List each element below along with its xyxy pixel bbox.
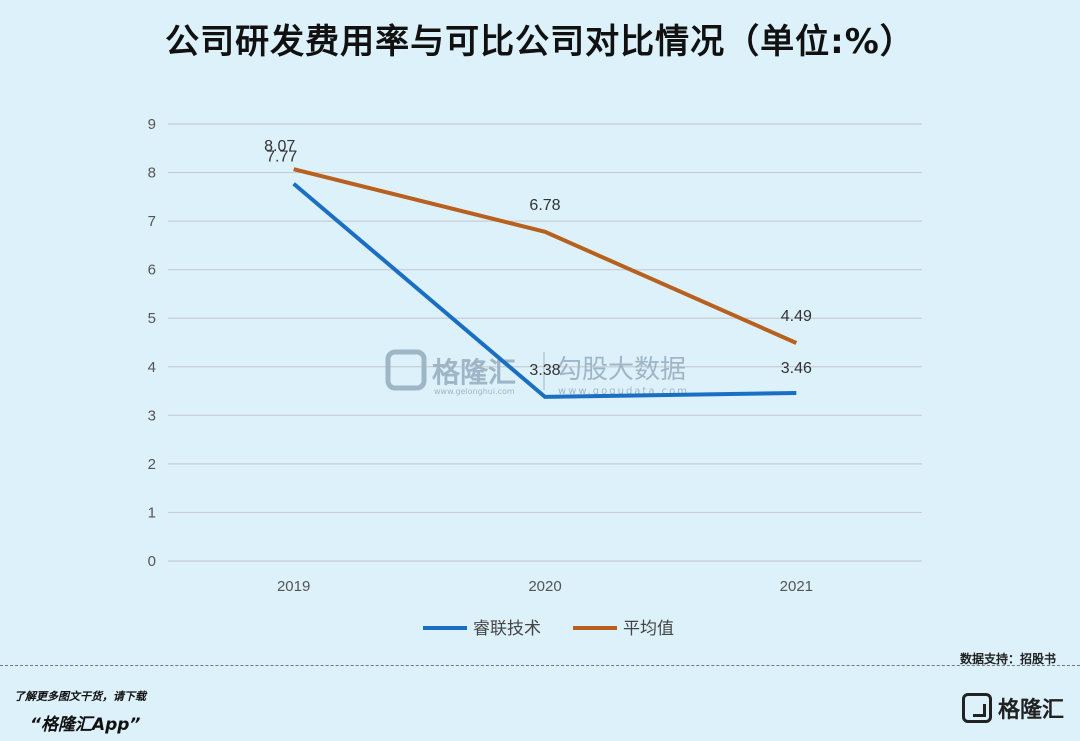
promo-app-name: “格隆汇App” xyxy=(30,715,141,735)
brand-g-icon xyxy=(961,693,992,723)
series-line xyxy=(292,182,797,399)
y-tick-label: 7 xyxy=(148,213,156,230)
x-tick-label: 2021 xyxy=(780,578,813,595)
legend: 睿联技术 平均值 xyxy=(423,619,674,639)
y-axis-ticks: 0 1 2 3 4 5 6 7 8 9 xyxy=(148,116,156,570)
series-line xyxy=(293,167,798,345)
footer-divider xyxy=(0,665,1080,666)
watermark-partner-url: www.gogudata.com xyxy=(558,386,689,397)
brand-logo: 格隆汇 xyxy=(961,692,1064,724)
y-tick-label: 0 xyxy=(148,553,156,570)
legend-label: 睿联技术 xyxy=(473,619,541,639)
promo-text: 了解更多图文干货，请下载 xyxy=(14,690,146,703)
watermark-brand-url: www.gelonghui.com xyxy=(434,387,515,396)
data-label: 6.78 xyxy=(529,197,560,214)
brand-name: 格隆汇 xyxy=(997,698,1064,723)
data-label: 8.07 xyxy=(264,138,295,155)
data-labels: 7.77 3.38 3.46 8.07 6.78 4.49 xyxy=(264,138,812,379)
y-tick-label: 4 xyxy=(148,359,156,376)
y-tick-label: 5 xyxy=(148,310,156,327)
y-tick-label: 1 xyxy=(148,504,156,521)
legend-label: 平均值 xyxy=(623,619,674,639)
data-label: 3.46 xyxy=(781,360,812,377)
source-note: 数据支持：招股书 xyxy=(959,652,1056,666)
series-lines xyxy=(292,167,798,399)
x-tick-label: 2020 xyxy=(528,578,561,595)
y-tick-label: 8 xyxy=(148,165,156,182)
data-label: 4.49 xyxy=(781,308,812,325)
y-tick-label: 9 xyxy=(148,116,156,133)
data-label: 3.38 xyxy=(529,362,560,379)
y-tick-label: 6 xyxy=(148,262,156,279)
chart-title: 公司研发费用率与可比公司对比情况（单位:%） xyxy=(165,22,915,62)
data-label: 7.77 xyxy=(266,149,297,166)
y-tick-label: 3 xyxy=(148,407,156,424)
watermark-partner: 勾股大数据 xyxy=(556,355,686,385)
y-tick-label: 2 xyxy=(148,456,156,473)
x-axis-ticks: 2019 2020 2021 xyxy=(277,578,813,595)
x-tick-label: 2019 xyxy=(277,578,310,595)
watermark-g-icon xyxy=(385,349,427,391)
gridlines xyxy=(168,123,922,562)
